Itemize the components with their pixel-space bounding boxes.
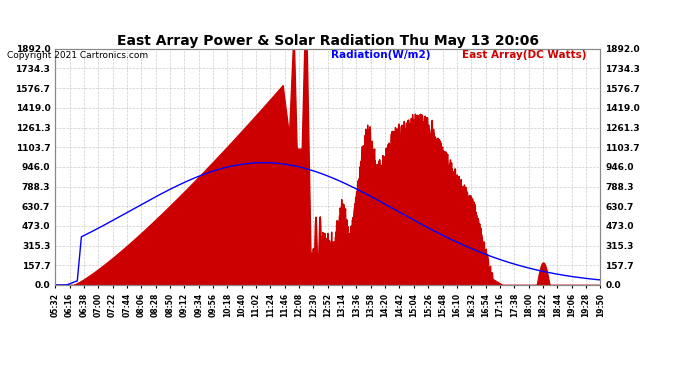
Text: Radiation(W/m2): Radiation(W/m2) xyxy=(331,50,431,60)
Text: Copyright 2021 Cartronics.com: Copyright 2021 Cartronics.com xyxy=(7,51,148,60)
Text: East Array(DC Watts): East Array(DC Watts) xyxy=(462,50,586,60)
Title: East Array Power & Solar Radiation Thu May 13 20:06: East Array Power & Solar Radiation Thu M… xyxy=(117,34,539,48)
